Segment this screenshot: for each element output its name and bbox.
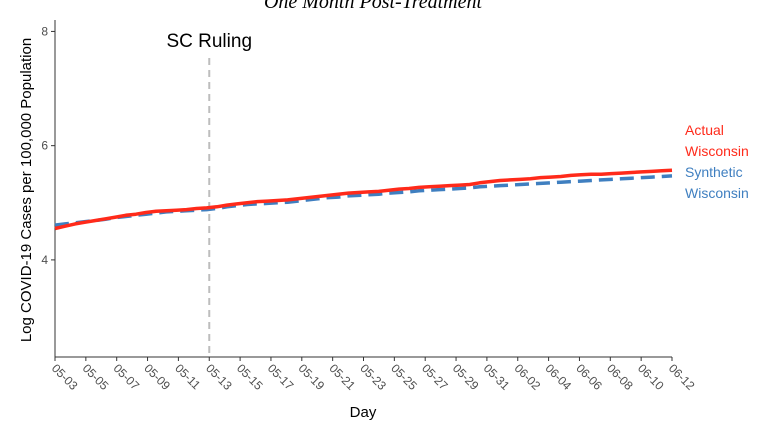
- x-axis-title: Day: [350, 404, 377, 421]
- x-tick-label: 06-12: [666, 361, 698, 393]
- x-tick-label: 06-10: [635, 361, 667, 393]
- series-label-synthetic: Synthetic: [685, 164, 743, 180]
- series-labels: Actual Wisconsin Synthetic Wisconsin: [685, 122, 749, 201]
- x-tick-label: 06-04: [542, 361, 574, 393]
- x-tick-label: 05-07: [111, 361, 143, 393]
- x-tick-label: 05-13: [203, 361, 235, 393]
- x-tick-label: 05-05: [80, 361, 112, 393]
- x-tick-label: 06-08: [604, 361, 636, 393]
- series-line-actual: [54, 168, 673, 231]
- x-tick-label: 05-09: [141, 361, 173, 393]
- series-line-synthetic: [54, 174, 673, 227]
- x-tick-label: 05-21: [327, 361, 359, 393]
- x-tick-label: 05-29: [450, 361, 482, 393]
- y-tick-label: 8: [41, 24, 48, 38]
- series-label-synthetic: Wisconsin: [685, 185, 749, 201]
- series-layer: [54, 168, 673, 231]
- x-axis-ticks: 05-03 05-05 05-07 05-09 05-11 05-13 05-15 05-17…: [49, 357, 698, 393]
- x-tick-label: 05-23: [357, 361, 389, 393]
- x-tick-label: 05-25: [388, 361, 420, 393]
- y-axis-title: Log COVID-19 Cases per 100,000 Populatio…: [18, 38, 35, 342]
- x-tick-label: 05-19: [296, 361, 328, 393]
- x-tick-label: 05-03: [49, 361, 81, 393]
- series-label-actual: Actual: [685, 122, 724, 138]
- y-axis-ticks: 4 6 8: [41, 24, 55, 267]
- x-tick-label: 05-31: [481, 361, 513, 393]
- y-tick-label: 4: [41, 253, 48, 267]
- x-tick-label: 05-17: [265, 361, 297, 393]
- sc-ruling-label: SC Ruling: [166, 31, 252, 52]
- x-tick-label: 05-11: [172, 361, 203, 392]
- x-tick-label: 06-02: [512, 361, 544, 393]
- chart-title: One Month Post-Treatment: [264, 0, 483, 13]
- x-tick-label: 06-06: [573, 361, 605, 393]
- y-tick-label: 6: [41, 139, 48, 153]
- x-tick-label: 05-15: [234, 361, 266, 393]
- x-tick-label: 05-27: [419, 361, 451, 393]
- series-label-actual: Wisconsin: [685, 143, 749, 159]
